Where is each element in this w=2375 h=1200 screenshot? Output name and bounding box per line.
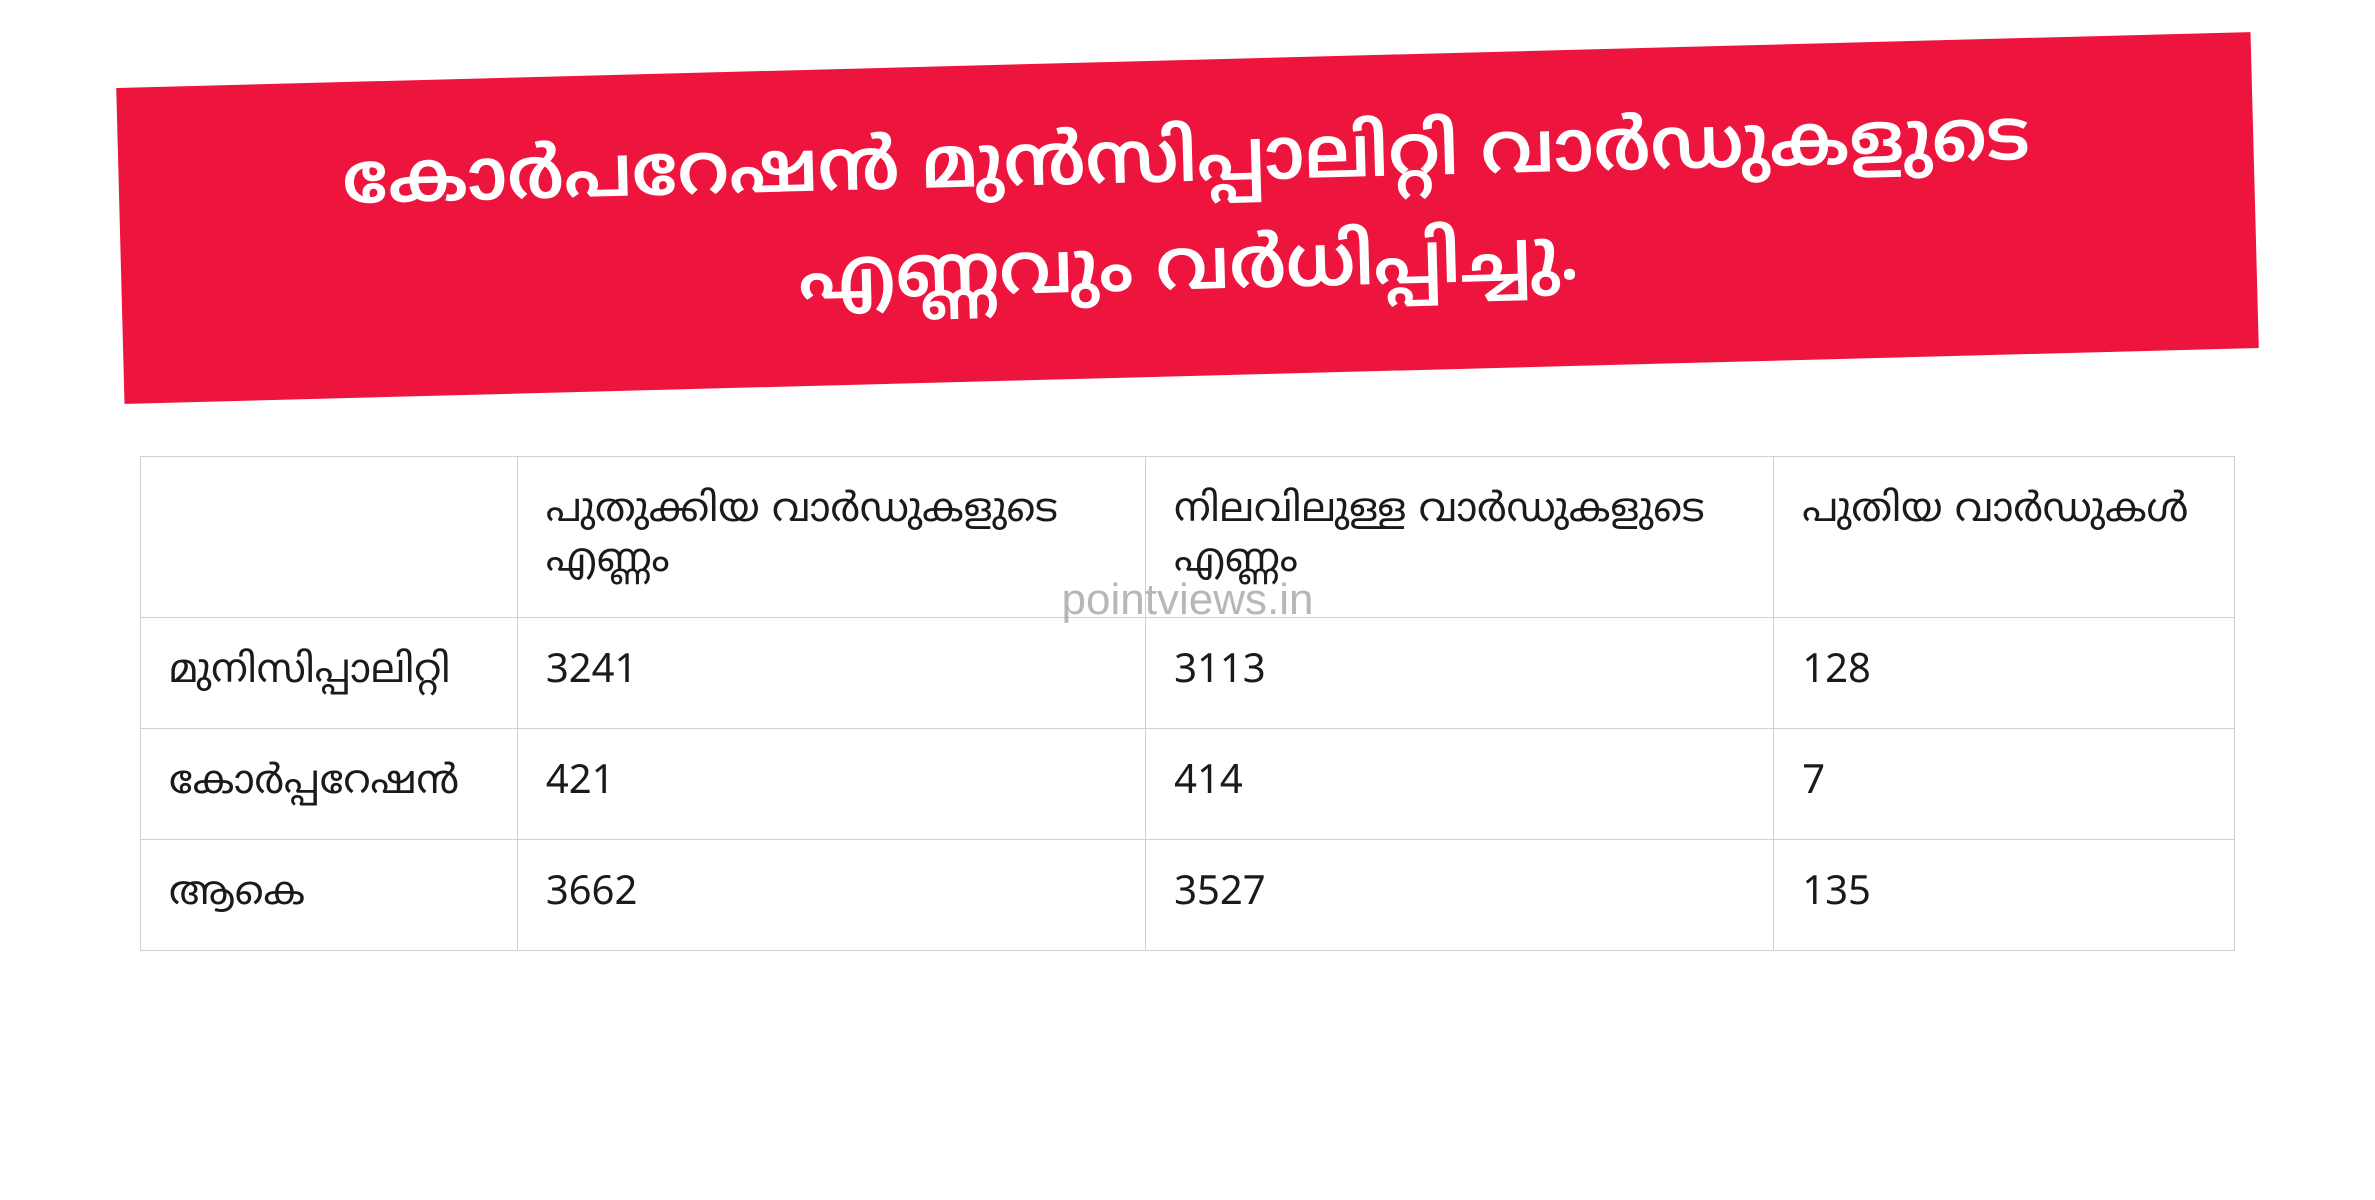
table-row: കോർപ്പറേഷൻ 421 414 7 [141, 729, 2235, 840]
table-cell-value: 128 [1774, 618, 2235, 729]
table-cell-value: 7 [1774, 729, 2235, 840]
table-header-cell: നിലവിലുള്ള വാർഡുകളുടെ എണ്ണം [1146, 457, 1774, 618]
ward-table: പുതുക്കിയ വാർഡുകളുടെ എണ്ണം നിലവിലുള്ള വാ… [140, 456, 2235, 951]
table-cell-value: 3527 [1146, 840, 1774, 951]
table-cell-value: 3241 [517, 618, 1145, 729]
table-container: പുതുക്കിയ വാർഡുകളുടെ എണ്ണം നിലവിലുള്ള വാ… [140, 456, 2235, 951]
table-cell-value: 421 [517, 729, 1145, 840]
table-header-row: പുതുക്കിയ വാർഡുകളുടെ എണ്ണം നിലവിലുള്ള വാ… [141, 457, 2235, 618]
table-cell-value: 135 [1774, 840, 2235, 951]
table-cell-value: 3113 [1146, 618, 1774, 729]
table-cell-label: ആകെ [141, 840, 518, 951]
table-cell-value: 414 [1146, 729, 1774, 840]
table-cell-label: മുനിസിപ്പാലിറ്റി [141, 618, 518, 729]
header-banner: കോർപറേഷൻ മുൻസിപ്പാലിറ്റി വാർഡുകളുടെ എണ്ണ… [116, 32, 2259, 404]
table-cell-value: 3662 [517, 840, 1145, 951]
table-cell-label: കോർപ്പറേഷൻ [141, 729, 518, 840]
table-row: ആകെ 3662 3527 135 [141, 840, 2235, 951]
table-header-cell: പുതുക്കിയ വാർഡുകളുടെ എണ്ണം [517, 457, 1145, 618]
table-header-cell [141, 457, 518, 618]
header-title: കോർപറേഷൻ മുൻസിപ്പാലിറ്റി വാർഡുകളുടെ എണ്ണ… [178, 84, 2198, 353]
table-row: മുനിസിപ്പാലിറ്റി 3241 3113 128 [141, 618, 2235, 729]
table-header-cell: പുതിയ വാർഡുകൾ [1774, 457, 2235, 618]
